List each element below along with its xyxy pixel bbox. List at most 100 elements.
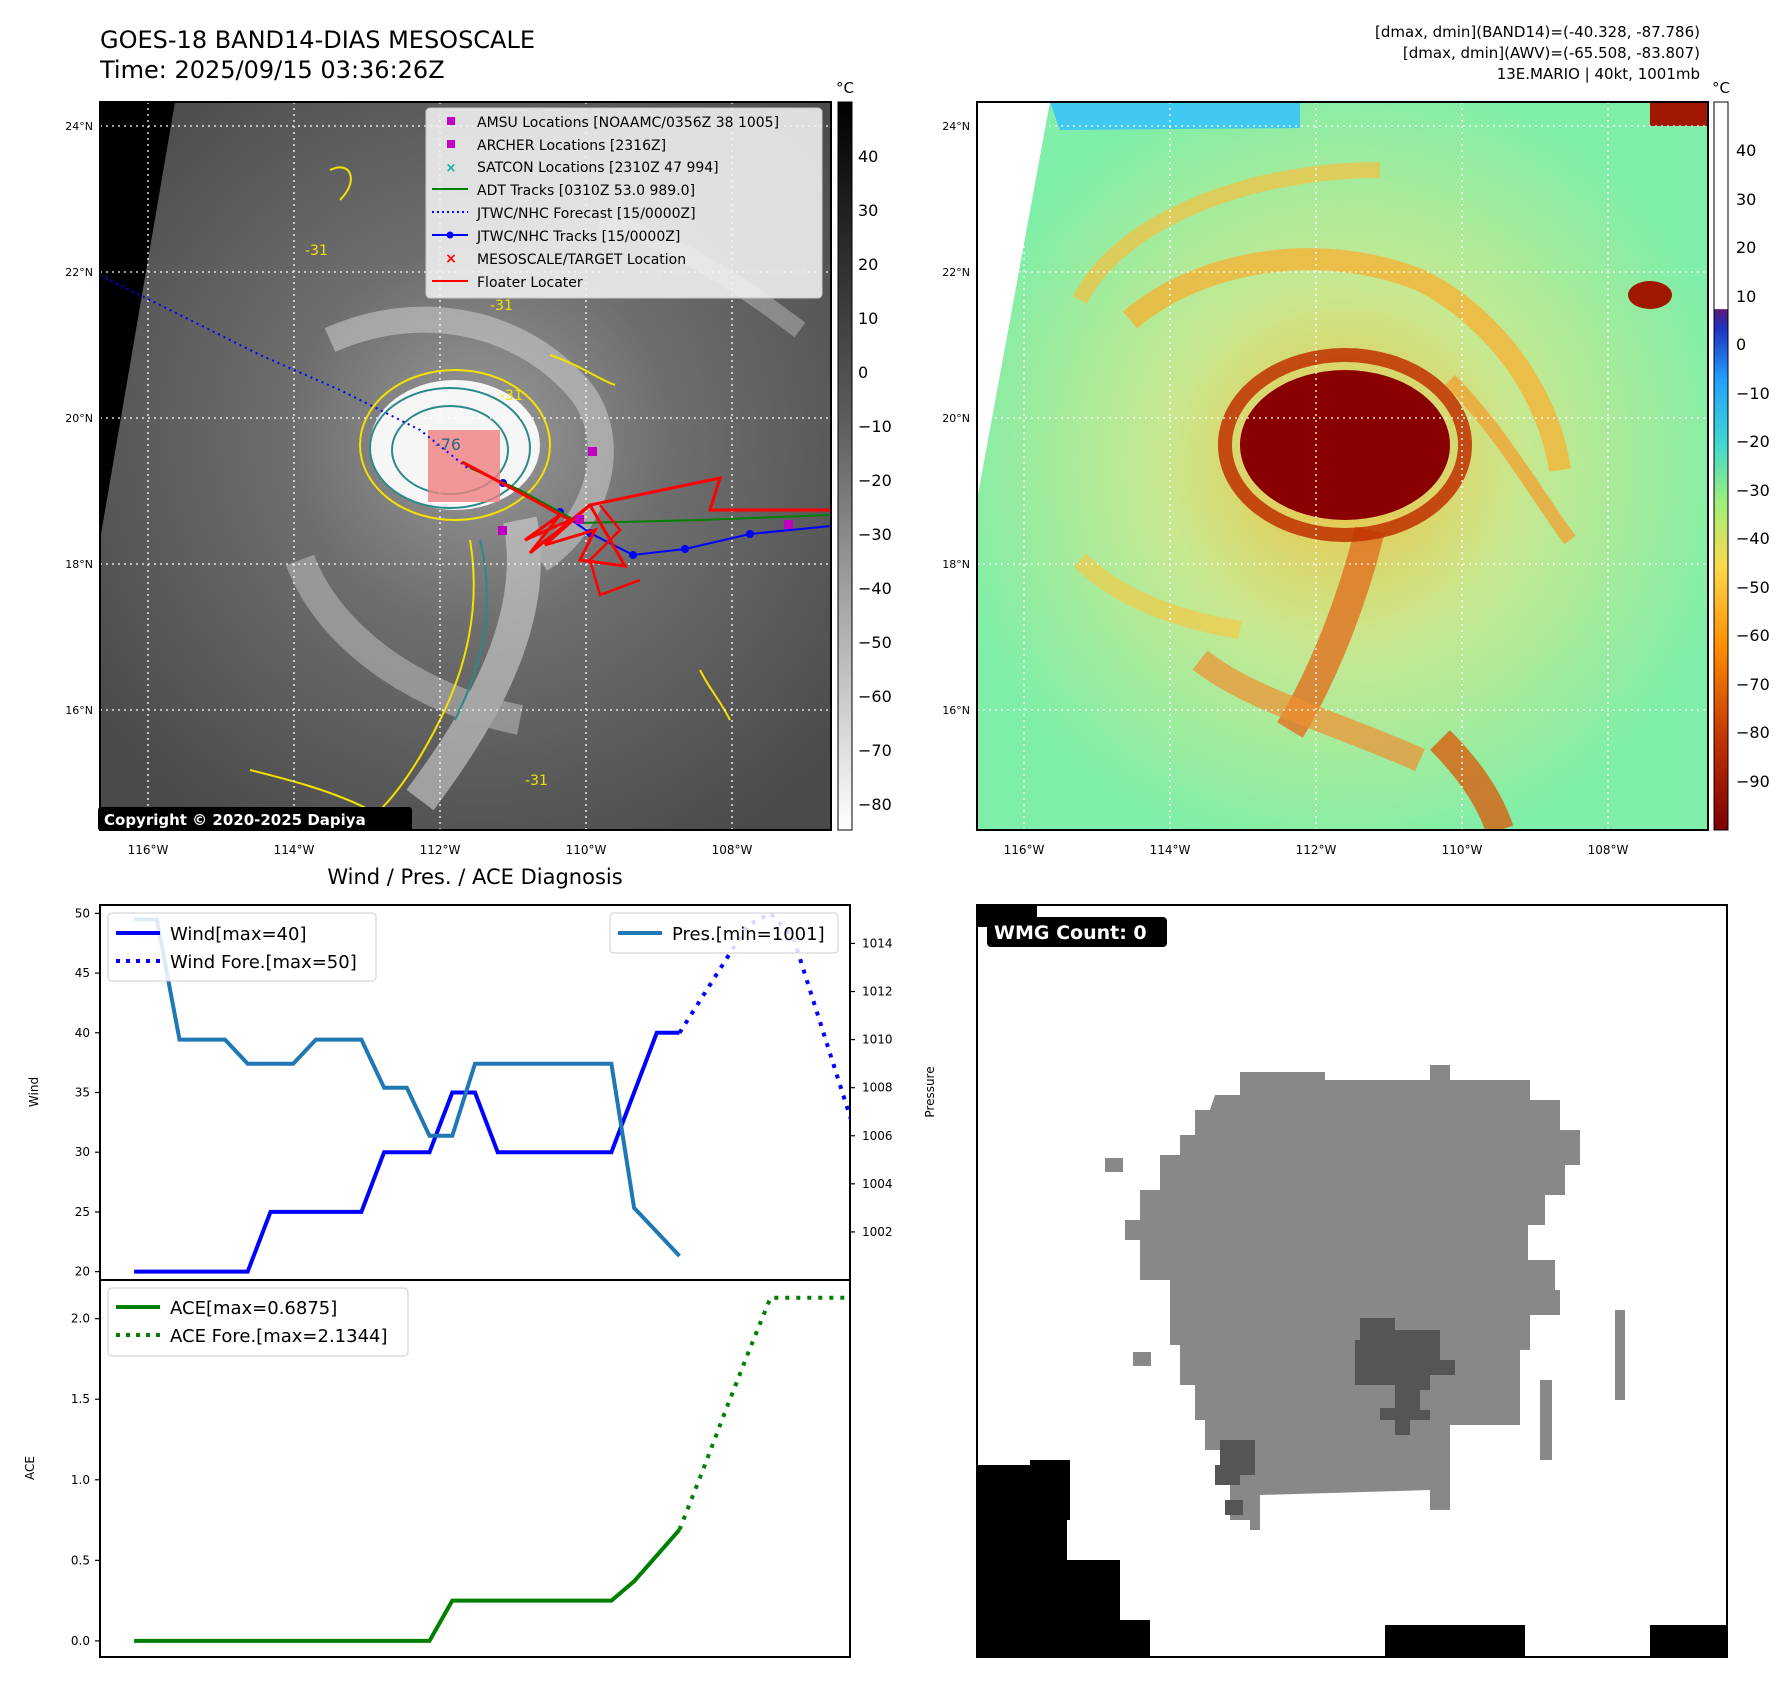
wind-tick-label: 30 (75, 1145, 90, 1159)
wind-tick-label: 20 (75, 1265, 90, 1279)
pressure-tick-label: 1002 (862, 1225, 893, 1239)
svg-text:24°N: 24°N (942, 120, 970, 133)
svg-text:−20: −20 (858, 471, 892, 490)
svg-text:110°W: 110°W (1442, 843, 1483, 857)
svg-text:−40: −40 (1736, 529, 1770, 548)
svg-text:10: 10 (1736, 287, 1756, 306)
svg-text:−50: −50 (858, 633, 892, 652)
wmg-core (1355, 1318, 1455, 1435)
contour-label-31: -31 (490, 298, 513, 314)
figure-title: GOES-18 BAND14-DIAS MESOSCALE (100, 26, 536, 54)
pressure-tick-label: 1012 (862, 985, 893, 999)
svg-text:18°N: 18°N (65, 558, 93, 571)
svg-text:20°N: 20°N (65, 412, 93, 425)
convective-bands (1072, 162, 1576, 830)
legend-jtwc-forecast: JTWC/NHC Forecast [15/0000Z] (476, 206, 696, 222)
wmg-count-text: WMG Count: 0 (994, 922, 1147, 944)
legend-wind-fore: Wind Fore.[max=50] (170, 952, 357, 973)
svg-text:−90: −90 (1736, 772, 1770, 791)
svg-text:20°N: 20°N (942, 412, 970, 425)
storm-info: 13E.MARIO | 40kt, 1001mb (1496, 65, 1700, 83)
stats-awv: [dmax, dmin](AWV)=(-65.508, -83.807) (1402, 44, 1700, 62)
wmg-panel: WMG Count: 0 (976, 904, 1728, 1658)
ace-tick-label: 1.0 (71, 1473, 90, 1487)
wind-tick-label: 40 (75, 1026, 90, 1040)
ace-tick-label: 0.0 (71, 1634, 90, 1648)
svg-text:0: 0 (858, 363, 868, 382)
contour-label-31c: -31 (500, 388, 523, 404)
svg-text:40: 40 (858, 147, 878, 166)
svg-text:116°W: 116°W (128, 843, 169, 857)
pressure-tick-label: 1010 (862, 1033, 893, 1047)
map2-lon-labels: 116°W 114°W 112°W 110°W 108°W (1004, 843, 1629, 857)
svg-text:112°W: 112°W (1296, 843, 1337, 857)
legend-amsu: AMSU Locations [NOAAMC/0356Z 38 1005] (477, 115, 779, 131)
map-legend: × × AMSU Locations [NOAAMC/0356Z 38 1005… (425, 107, 823, 299)
wind-plot-area (134, 910, 850, 1274)
ace-tick-label: 1.5 (71, 1392, 90, 1406)
contour-label-76: -76 (435, 435, 461, 454)
svg-text:110°W: 110°W (566, 843, 607, 857)
legend-archer: ARCHER Locations [2316Z] (477, 138, 666, 154)
color-ir-map (977, 102, 1708, 830)
ace-axis-label: ACE (23, 1456, 37, 1480)
svg-text:−40: −40 (858, 579, 892, 598)
pressure-tick-label: 1004 (862, 1177, 893, 1191)
gray-colorbar: °C 40 30 20 10 0 −10 −20 −30 −40 −50 −60… (836, 79, 892, 831)
wind-tick-label: 45 (75, 966, 90, 980)
svg-text:−70: −70 (1736, 675, 1770, 694)
svg-text:16°N: 16°N (65, 704, 93, 717)
svg-text:22°N: 22°N (65, 266, 93, 279)
legend-mesoscale: MESOSCALE/TARGET Location (477, 252, 686, 268)
map2-lat-labels: 24°N 22°N 20°N 18°N 16°N (942, 120, 970, 717)
ace-plot-area (134, 1295, 850, 1643)
copyright-badge (98, 807, 412, 831)
legend-floater: Floater Locater (477, 275, 583, 291)
svg-text:30: 30 (1736, 190, 1756, 209)
wmg-cloud-mask (1125, 1065, 1580, 1530)
ace-tick-label: 0.5 (71, 1553, 90, 1567)
ace-series-line-1 (677, 1295, 850, 1531)
svg-text:18°N: 18°N (942, 558, 970, 571)
svg-text:24°N: 24°N (65, 120, 93, 133)
copyright-text: Copyright © 2020-2025 Dapiya (104, 811, 366, 829)
pressure-axis-label: Pressure (923, 1066, 937, 1117)
svg-text:114°W: 114°W (1150, 843, 1191, 857)
svg-text:−20: −20 (1736, 432, 1770, 451)
ace-legend: ACE[max=0.6875] ACE Fore.[max=2.1344] (107, 1287, 409, 1357)
svg-text:20: 20 (1736, 238, 1756, 257)
target-box (428, 430, 500, 502)
pressure-tick-label: 1014 (862, 936, 893, 950)
series-line-0 (134, 1030, 680, 1274)
contour-label-31b: -31 (305, 243, 328, 259)
svg-text:22°N: 22°N (942, 266, 970, 279)
svg-text:−50: −50 (1736, 578, 1770, 597)
wind-y-ticks: 20 25 30 35 40 45 50 (75, 906, 100, 1279)
archer-marker (498, 526, 507, 535)
map2-grid (977, 102, 1708, 830)
legend-ace-fore: ACE Fore.[max=2.1344] (170, 1326, 388, 1347)
ace-tick-label: 2.0 (71, 1312, 90, 1326)
svg-text:−80: −80 (858, 795, 892, 814)
pressure-tick-label: 1008 (862, 1081, 893, 1095)
pressure-y-ticks: 1002 1004 1006 1008 1010 1012 1014 (850, 936, 893, 1239)
svg-text:°C: °C (836, 79, 854, 97)
map1-lat-labels: 24°N 22°N 20°N 18°N 16°N (65, 120, 93, 717)
color-colorbar: °C 40 30 20 10 0 −10 −20 −30 −40 −50 −60… (1712, 79, 1770, 831)
svg-text:0: 0 (1736, 335, 1746, 354)
figure-time: Time: 2025/09/15 03:36:26Z (100, 56, 445, 84)
legend-jtwc-tracks: JTWC/NHC Tracks [15/0000Z] (476, 229, 680, 245)
wind-axis-label: Wind (27, 1077, 41, 1107)
wind-legend: Wind[max=40] Wind Fore.[max=50] Pres.[mi… (107, 912, 839, 982)
map1-lon-labels: 116°W 114°W 112°W 110°W 108°W (128, 843, 753, 857)
legend-adt: ADT Tracks [0310Z 53.0 989.0] (477, 183, 695, 199)
wind-tick-label: 50 (75, 906, 90, 920)
legend-ace: ACE[max=0.6875] (170, 1298, 337, 1319)
svg-text:30: 30 (858, 201, 878, 220)
diagnosis-title: Wind / Pres. / ACE Diagnosis (327, 865, 622, 889)
svg-text:108°W: 108°W (1588, 843, 1629, 857)
floater-locater (461, 460, 831, 568)
svg-text:−30: −30 (858, 525, 892, 544)
legend-wind: Wind[max=40] (170, 924, 307, 945)
